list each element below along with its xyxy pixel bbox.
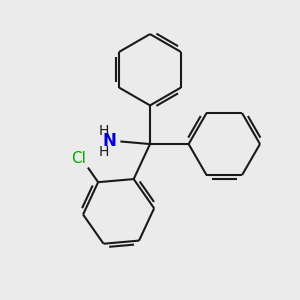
Text: H: H — [99, 145, 109, 159]
Text: Cl: Cl — [71, 151, 86, 166]
Text: H: H — [99, 124, 109, 138]
Text: N: N — [102, 133, 116, 151]
